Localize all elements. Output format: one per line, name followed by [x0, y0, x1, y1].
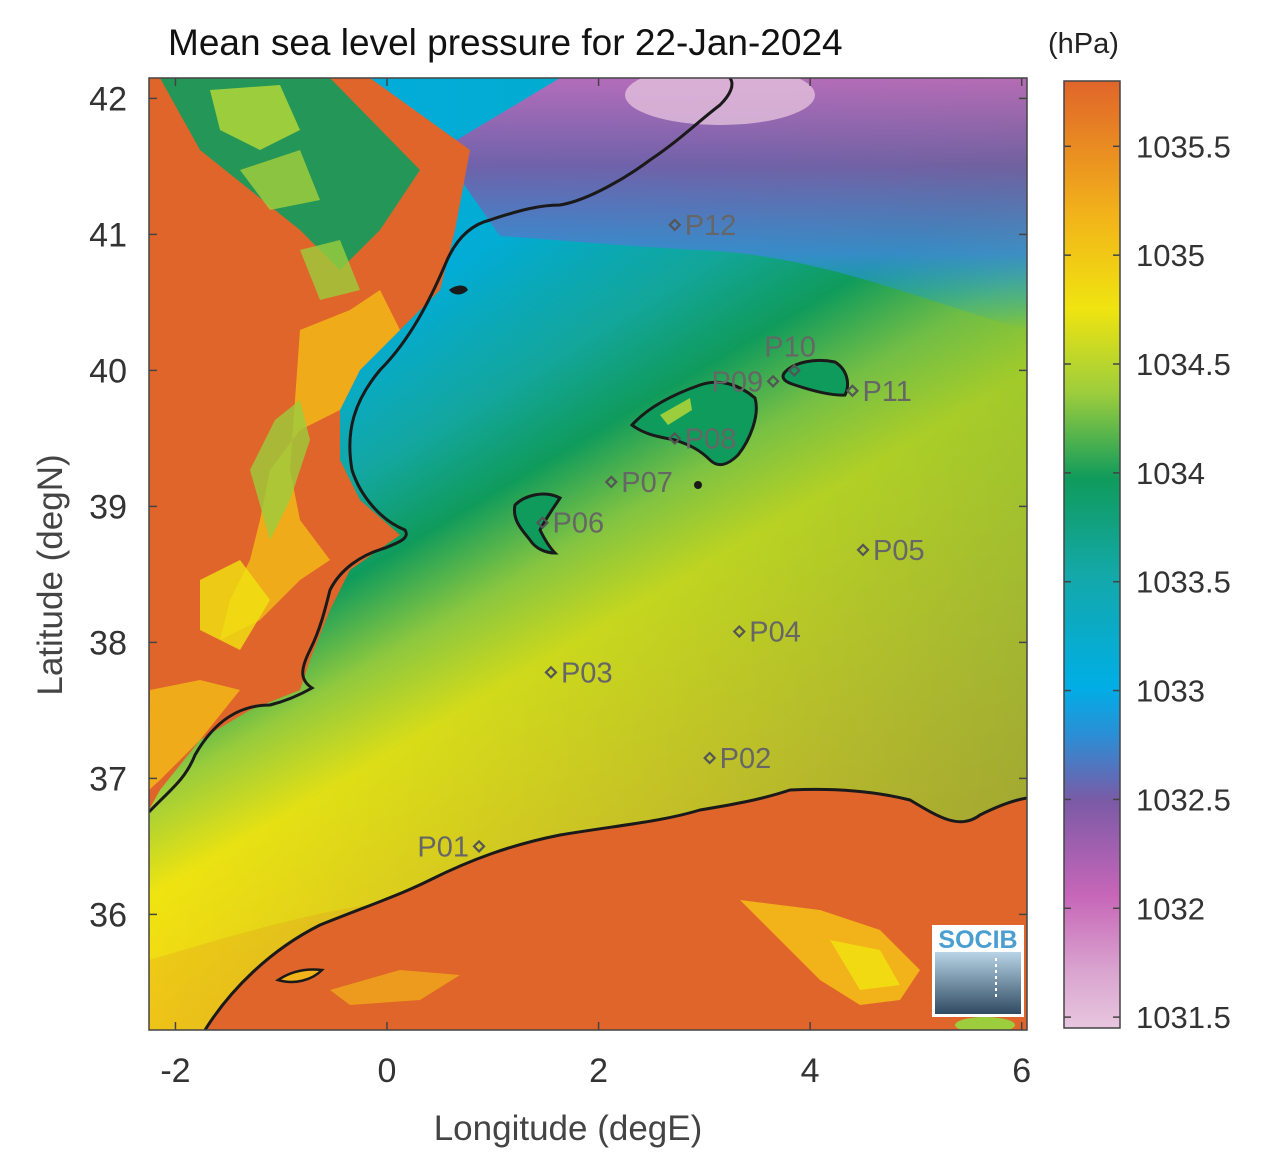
map-title: Mean sea level pressure for 22-Jan-2024	[168, 22, 843, 63]
station-marker	[668, 431, 682, 445]
y-axis-label: Latitude (degN)	[31, 454, 70, 695]
station-marker	[472, 839, 486, 853]
station-marker	[845, 384, 860, 398]
low-pressure-north	[440, 78, 1027, 330]
coastline-africa	[203, 787, 1027, 1030]
station-marker	[766, 374, 780, 388]
map-frame	[148, 77, 1028, 1031]
island-cabrera	[694, 481, 702, 489]
x-tick-label: 2	[589, 1052, 608, 1090]
x-tick-label: -2	[160, 1052, 190, 1090]
y-tick-label: 42	[89, 80, 127, 118]
station-label: P08	[685, 423, 737, 455]
station-marker	[668, 218, 682, 232]
station-label: P07	[621, 467, 673, 499]
station-label: P09	[712, 366, 764, 398]
x-tick-label: 4	[801, 1052, 820, 1090]
island-mallorca	[629, 380, 758, 467]
x-axis-ticks: -2 0 2 4 6	[160, 78, 1031, 1090]
station-marker	[535, 516, 550, 530]
station-marker	[604, 475, 618, 489]
station-marker	[856, 543, 870, 557]
y-tick-label: 40	[89, 352, 127, 390]
station-label: P11	[862, 376, 911, 408]
coastline-spain	[149, 78, 734, 814]
colorbar-tick-label: 1032	[1136, 891, 1205, 926]
station-marker	[787, 363, 801, 377]
colorbar-tick-label: 1034.5	[1136, 347, 1231, 382]
colorbar-tick-label: 1033	[1136, 674, 1205, 709]
x-tick-label: 6	[1012, 1052, 1031, 1090]
colorbar-ticks: 1031.5 1032 1032.5 1033 1033.5 1034 1034.5 1035…	[1064, 129, 1231, 1035]
station-label: P06	[553, 508, 605, 540]
station-label: P01	[417, 831, 469, 863]
y-tick-label: 39	[89, 488, 127, 526]
station-label: P10	[764, 331, 816, 363]
y-tick-label: 38	[89, 624, 127, 662]
colorbar-tick-label: 1035	[1136, 238, 1205, 273]
colorbar-tick-label: 1035.5	[1136, 129, 1231, 164]
socib-logo-text: SOCIB	[938, 926, 1017, 954]
station-label: P03	[561, 657, 613, 689]
x-axis-label: Longitude (degE)	[434, 1109, 703, 1148]
colorbar-unit: (hPa)	[1048, 28, 1119, 60]
station-marker	[732, 624, 746, 639]
station-label: P12	[685, 210, 737, 242]
x-tick-label: 0	[378, 1052, 397, 1090]
map-field: SOCIB	[149, 78, 1027, 1030]
colorbar	[1063, 80, 1121, 1029]
colorbar-tick-label: 1032.5	[1136, 782, 1231, 817]
station-label: P05	[873, 535, 925, 567]
y-axis-ticks: 36 37 38 39 40 41 42	[89, 80, 1027, 934]
colorbar-tick-label: 1033.5	[1136, 565, 1231, 600]
station-label: P04	[749, 617, 801, 649]
station-marker	[544, 665, 558, 679]
colorbar-tick-label: 1031.5	[1136, 1000, 1231, 1035]
y-tick-label: 37	[89, 760, 127, 798]
socib-logo: SOCIB	[932, 925, 1024, 1017]
y-tick-label: 36	[89, 896, 127, 934]
station-marker	[703, 751, 717, 765]
y-tick-label: 41	[89, 216, 127, 254]
colorbar-tick-label: 1034	[1136, 456, 1205, 491]
station-label: P02	[720, 743, 772, 775]
